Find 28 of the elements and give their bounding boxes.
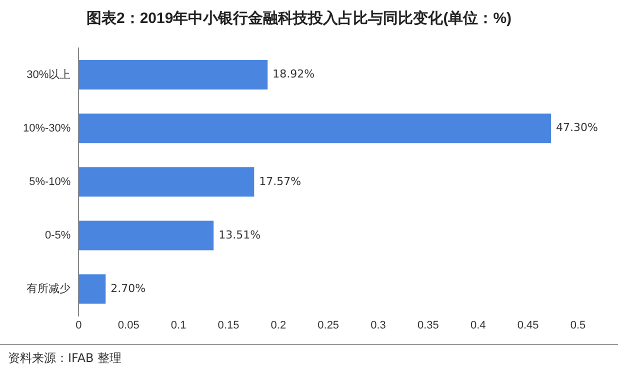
x-tick-label: 0.25 — [318, 319, 340, 332]
x-tick-label: 0.4 — [470, 319, 486, 332]
text: 资料来源：IFAB 整理 — [8, 350, 122, 367]
data-label: 18.92% — [272, 68, 315, 81]
y-tick-label: 0-5% — [45, 229, 71, 242]
bar — [78, 167, 254, 197]
x-tick-label: 0.1 — [170, 319, 186, 332]
data-label: 13.51% — [218, 228, 261, 242]
y-tick-label: 30%以上 — [26, 68, 71, 81]
data-label: 47.30% — [556, 121, 598, 134]
data-label: 17.57% — [259, 174, 302, 188]
x-tick-label: 0.5 — [570, 319, 586, 332]
x-tick-label: 0.05 — [118, 319, 140, 332]
x-tick-label: 0.35 — [418, 319, 439, 332]
bar — [78, 274, 106, 304]
x-tick-label: 0.15 — [218, 319, 240, 332]
y-tick-label: 10%-30% — [22, 122, 71, 134]
x-tick-label: 0.2 — [270, 319, 286, 332]
bar — [78, 60, 268, 90]
x-tick-label: 0.45 — [517, 319, 539, 332]
bar — [78, 220, 214, 250]
x-tick-label: 0 — [76, 319, 82, 332]
chart-title: 图表2：2019年中小银行金融科技投入占比与同比变化(单位：%) — [86, 9, 512, 28]
y-tick-label: 5%-10% — [29, 176, 71, 188]
data-label: 2.70% — [110, 282, 146, 295]
bar — [78, 114, 552, 144]
x-tick-label: 0.3 — [370, 319, 386, 332]
y-tick-label: 有所减少 — [26, 282, 71, 296]
